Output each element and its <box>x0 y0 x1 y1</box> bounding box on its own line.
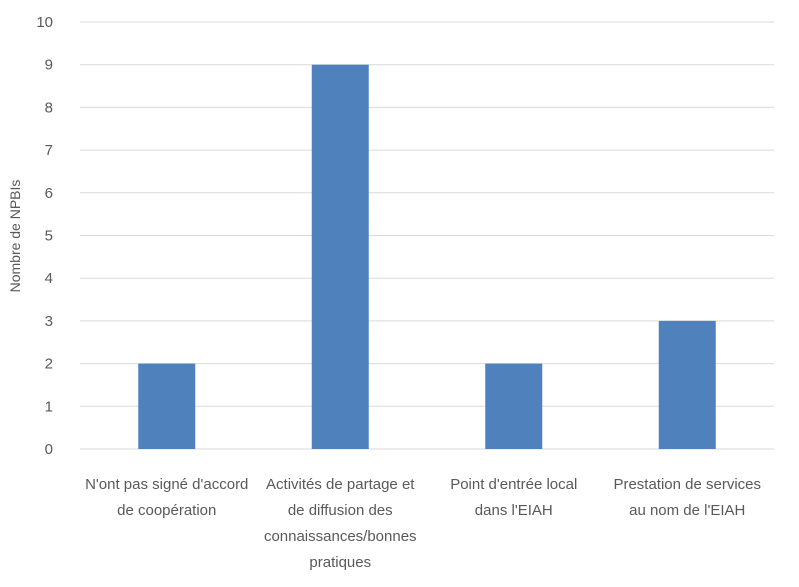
y-tick-label: 3 <box>45 313 53 330</box>
x-category-label-line: de diffusion des <box>288 502 393 519</box>
x-category-label-line: Prestation de services <box>613 476 761 493</box>
x-category-label-line: Point d'entrée local <box>450 476 577 493</box>
bar <box>658 320 716 449</box>
y-tick-label: 2 <box>45 356 53 373</box>
y-axis-ticks: 0 1 2 3 4 5 6 7 8 9 10 <box>36 14 53 458</box>
x-category-label-line: Activités de partage et <box>266 476 415 493</box>
bar <box>311 64 369 449</box>
y-tick-label: 10 <box>36 14 53 31</box>
x-axis-labels: N'ont pas signé d'accord de coopération Ac… <box>85 476 761 571</box>
y-tick-label: 8 <box>45 99 53 116</box>
x-category-label: Activités de partage et de diffusion des c… <box>264 476 417 571</box>
gridlines <box>80 21 774 450</box>
x-category-label-line: pratiques <box>309 554 371 571</box>
bar <box>485 363 543 449</box>
y-tick-label: 4 <box>45 270 53 287</box>
x-category-label: Prestation de services au nom de l'EIAH <box>613 476 761 519</box>
y-tick-label: 0 <box>45 441 53 458</box>
x-category-label-line: de coopération <box>117 502 216 519</box>
x-category-label: Point d'entrée local dans l'EIAH <box>450 476 577 519</box>
bar <box>138 363 196 449</box>
y-tick-label: 1 <box>45 398 53 415</box>
y-tick-label: 5 <box>45 228 53 245</box>
x-category-label: N'ont pas signé d'accord de coopération <box>85 476 248 519</box>
bars <box>138 64 716 449</box>
x-category-label-line: au nom de l'EIAH <box>629 502 745 519</box>
x-category-label-line: dans l'EIAH <box>475 502 553 519</box>
y-tick-label: 9 <box>45 57 53 74</box>
y-tick-label: 7 <box>45 142 53 159</box>
x-category-label-line: connaissances/bonnes <box>264 528 417 545</box>
y-axis-title: Nombre de NPBIs <box>7 180 23 293</box>
x-category-label-line: N'ont pas signé d'accord <box>85 476 248 493</box>
y-tick-label: 6 <box>45 185 53 202</box>
